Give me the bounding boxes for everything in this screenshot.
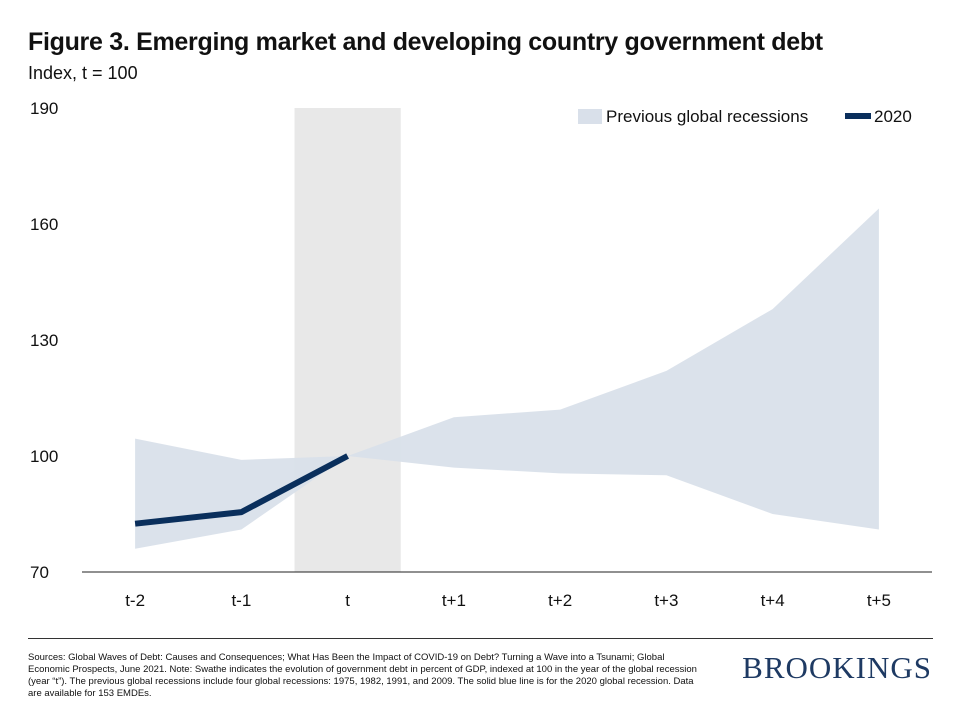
x-tick-label: t+1 xyxy=(442,591,466,610)
x-tick-label: t+4 xyxy=(761,591,785,610)
x-tick-label: t+5 xyxy=(867,591,891,610)
x-tick-label: t+3 xyxy=(654,591,678,610)
brookings-logo: BROOKINGS xyxy=(742,650,932,685)
highlight-region-group xyxy=(294,108,401,572)
y-tick-label: 100 xyxy=(30,447,58,466)
series-line-2020 xyxy=(134,453,350,527)
y-tick-label: 160 xyxy=(30,215,58,234)
legend-swatch-2020 xyxy=(845,113,871,119)
recession-year-highlight xyxy=(294,108,401,572)
chart-title: Figure 3. Emerging market and developing… xyxy=(28,28,823,56)
y-tick-label: 70 xyxy=(30,563,49,582)
previous-recessions-band xyxy=(135,208,879,549)
x-tick-label: t+2 xyxy=(548,591,572,610)
series-group xyxy=(134,453,350,527)
x-tick-label: t-1 xyxy=(231,591,251,610)
legend-label-2020: 2020 xyxy=(874,107,912,126)
source-note: Sources: Global Waves of Debt: Causes an… xyxy=(28,652,697,699)
legend-label-band: Previous global recessions xyxy=(606,107,808,126)
x-tick-label: t-2 xyxy=(125,591,145,610)
footer-divider xyxy=(28,638,933,639)
x-tick-group: t-2 t-1 t t+1 t+2 t+3 t+4 t+5 xyxy=(125,591,891,610)
chart-svg: 70 100 130 160 190 t-2 t-1 t t+1 t+2 t+3 t+4 t+5 Pr… xyxy=(30,99,932,610)
y-tick-group: 70 100 130 160 190 xyxy=(30,99,58,582)
legend: Previous global recessions 2020 xyxy=(578,107,912,126)
chart-subtitle: Index, t = 100 xyxy=(28,63,138,83)
y-tick-label: 190 xyxy=(30,99,58,118)
band-group xyxy=(135,208,879,549)
x-tick-label: t xyxy=(345,591,350,610)
legend-swatch-band xyxy=(578,109,602,124)
y-tick-label: 130 xyxy=(30,331,58,350)
